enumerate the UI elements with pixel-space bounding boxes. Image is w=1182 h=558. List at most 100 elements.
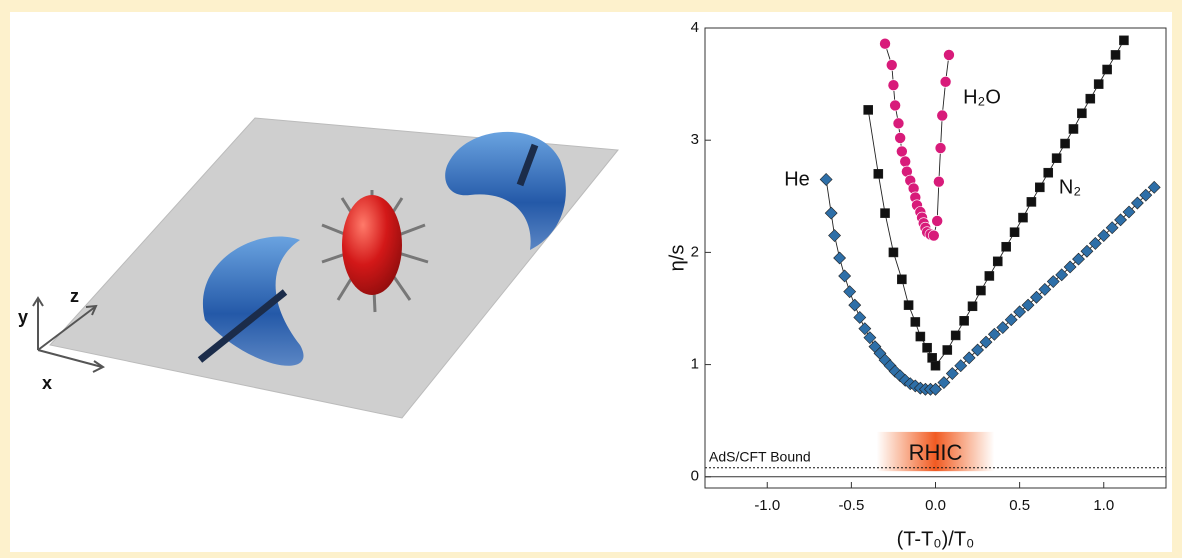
marker — [1085, 93, 1096, 104]
marker — [899, 155, 912, 168]
marker — [939, 76, 952, 88]
marker — [887, 79, 900, 92]
marker — [848, 298, 862, 312]
marker — [838, 269, 852, 283]
illustration: y z x — [18, 117, 619, 419]
marker — [1122, 205, 1136, 219]
marker — [894, 132, 906, 144]
marker — [928, 229, 940, 242]
marker — [1051, 153, 1062, 163]
marker — [930, 360, 941, 371]
bound-label: AdS/CFT Bound — [709, 449, 811, 465]
marker — [1035, 182, 1045, 193]
marker — [1147, 180, 1161, 194]
marker — [950, 330, 961, 341]
x-tick-label: 0.5 — [1009, 497, 1030, 514]
marker — [1114, 213, 1127, 227]
marker — [971, 343, 984, 357]
marker — [922, 342, 932, 353]
marker — [1055, 268, 1069, 282]
marker — [880, 208, 890, 218]
marker — [863, 331, 877, 345]
marker — [933, 175, 945, 188]
marker — [976, 285, 986, 296]
axis-label: z — [70, 286, 79, 306]
marker — [1068, 124, 1079, 134]
marker — [879, 37, 891, 50]
chart: RHIC AdS/CFT Bound 0 1 2 3 4 -1.0 -0.5 0.0 0.5 1.0 (… — [666, 19, 1167, 550]
marker — [1013, 305, 1027, 319]
marker — [863, 105, 874, 115]
marker — [833, 251, 847, 265]
marker — [892, 117, 905, 130]
marker — [828, 229, 841, 242]
marker — [1110, 50, 1121, 60]
marker — [910, 317, 921, 327]
y-tick-label: 4 — [691, 19, 699, 36]
marker — [1009, 227, 1020, 237]
rhic-band — [876, 431, 995, 472]
marker — [1097, 229, 1111, 242]
series-label: N₂ — [1059, 176, 1081, 198]
marker — [1046, 275, 1060, 288]
marker — [1077, 108, 1087, 119]
marker — [873, 169, 884, 179]
marker — [984, 271, 995, 281]
marker — [824, 206, 838, 220]
marker — [896, 145, 908, 158]
marker — [987, 327, 1001, 341]
marker — [1105, 221, 1119, 235]
marker — [937, 376, 951, 389]
marker — [885, 59, 898, 71]
marker — [1072, 252, 1085, 266]
marker — [1060, 138, 1070, 149]
marker — [1026, 197, 1037, 207]
marker — [992, 256, 1003, 267]
marker — [934, 142, 947, 154]
marker — [1088, 236, 1102, 250]
y-tick-label: 0 — [691, 468, 699, 485]
x-axis-label: (T-T₀)/T₀ — [897, 528, 975, 550]
axis-label: x — [42, 373, 52, 393]
axis-label: y — [18, 307, 28, 327]
series-label: He — [784, 168, 810, 190]
marker — [936, 109, 949, 122]
plot-area — [819, 35, 1161, 396]
marker — [1119, 35, 1129, 46]
marker — [967, 301, 978, 312]
marker — [1030, 290, 1043, 304]
marker — [889, 99, 901, 112]
marker — [979, 335, 993, 349]
x-tick-label: 0.0 — [925, 497, 946, 514]
y-tick-label: 3 — [691, 131, 699, 148]
x-tick-label: 1.0 — [1093, 497, 1114, 514]
marker — [931, 215, 943, 227]
marker — [962, 351, 976, 365]
marker — [1001, 241, 1011, 252]
marker — [858, 322, 872, 336]
marker — [1043, 167, 1054, 178]
marker — [996, 321, 1010, 334]
marker — [843, 285, 857, 299]
marker — [1038, 282, 1052, 296]
marker — [1063, 260, 1077, 274]
series-label: H₂O — [963, 86, 1001, 108]
marker — [819, 173, 833, 186]
band-label: RHIC — [909, 440, 963, 465]
marker — [888, 247, 899, 258]
marker — [954, 359, 968, 373]
marker — [1093, 79, 1104, 89]
y-axis-label: η/s — [666, 245, 688, 272]
marker — [853, 311, 867, 324]
marker — [959, 316, 969, 326]
x-tick-label: -0.5 — [838, 497, 864, 514]
marker — [943, 49, 955, 61]
marker — [942, 345, 953, 355]
y-tick-label: 2 — [691, 243, 699, 260]
marker — [1018, 212, 1028, 223]
marker — [915, 331, 926, 342]
marker — [1080, 244, 1094, 258]
marker — [929, 382, 942, 396]
